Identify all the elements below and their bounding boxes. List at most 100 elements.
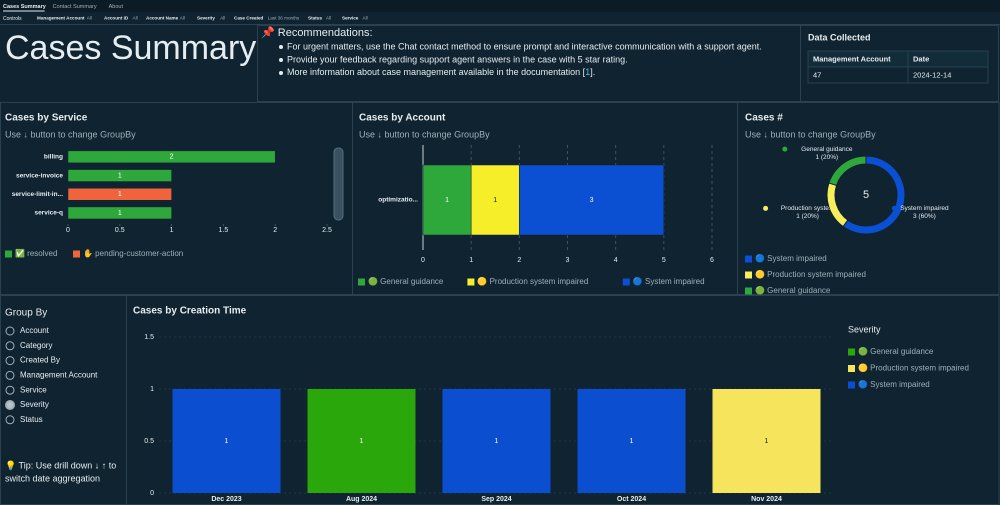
legend-swatch[interactable]	[358, 278, 365, 286]
tab[interactable]: Cases Summary	[3, 4, 47, 10]
x-tick-label: 0	[421, 257, 425, 264]
bar[interactable]	[172, 389, 281, 493]
bar[interactable]	[712, 389, 821, 493]
filter[interactable]: Account ID All	[104, 16, 138, 21]
legend-label[interactable]: 🟡 Production system impaired	[858, 363, 969, 373]
radio-label[interactable]: Severity	[20, 400, 49, 409]
legend-swatch[interactable]	[848, 348, 855, 356]
filter-name[interactable]: Account ID	[104, 16, 129, 21]
bar[interactable]	[307, 389, 416, 493]
cell-text: 47	[813, 70, 821, 79]
x-tick-label: 5	[662, 257, 666, 264]
data-label: 2	[170, 154, 174, 161]
filter-value[interactable]: All	[133, 16, 138, 21]
chart-title: Cases by Account	[359, 113, 446, 124]
legend-swatch[interactable]	[622, 278, 630, 286]
legend-swatch[interactable]	[745, 287, 752, 295]
legend-label[interactable]: 🟡 Production system impaired	[755, 269, 866, 279]
legend-label[interactable]: ✅ resolved	[15, 248, 57, 258]
radio-label[interactable]: Account	[20, 326, 50, 335]
y-tick-label: 1	[150, 386, 154, 393]
radio[interactable]	[5, 400, 15, 410]
tab[interactable]: About	[109, 4, 124, 10]
data-label: 1	[360, 438, 364, 445]
radio[interactable]	[5, 415, 15, 425]
bar	[470, 164, 520, 236]
bar[interactable]	[442, 389, 551, 493]
filter-value[interactable]: All	[363, 16, 368, 21]
y-tick-label: service-q	[34, 210, 63, 217]
radio[interactable]	[5, 341, 15, 351]
x-tick-label: Sep 2024	[481, 496, 511, 503]
radio[interactable]	[5, 326, 15, 336]
y-tick-label: 1.5	[144, 334, 154, 341]
tab[interactable]: Contact Summary	[53, 4, 97, 10]
filter-name[interactable]: Case Created	[234, 16, 264, 21]
legend-label[interactable]: 🟢 General guidance	[755, 285, 831, 295]
filter[interactable]: Severity All	[197, 16, 225, 21]
radio[interactable]	[5, 370, 15, 380]
filter-value[interactable]: Last 36 months	[268, 16, 300, 21]
radio-label[interactable]: Service	[20, 385, 47, 394]
bar[interactable]	[577, 389, 686, 493]
tip: 💡 Tip: Use drill down ↓ ↑ to	[5, 459, 116, 470]
bar	[67, 206, 172, 220]
filter-name[interactable]: Account Name	[146, 16, 179, 21]
slice-label: General guidance	[801, 146, 853, 153]
data-label: 1	[118, 191, 122, 198]
filter-name[interactable]: Service	[342, 16, 359, 21]
legend-label[interactable]: 🟢 General guidance	[858, 346, 934, 356]
y-tick-label: service-invoice	[16, 172, 63, 179]
legend-swatch[interactable]	[745, 255, 752, 263]
filter-name[interactable]: Status	[308, 16, 322, 21]
legend-swatch[interactable]	[73, 250, 80, 258]
radio-label[interactable]: Created By	[20, 356, 60, 365]
x-tick-label: 6	[710, 257, 714, 264]
legend-label[interactable]: 🔵 System impaired	[633, 276, 705, 286]
filter-value[interactable]: All	[180, 16, 185, 21]
legend-label[interactable]: 🟡 Production system impaired	[477, 276, 588, 286]
radio[interactable]	[5, 356, 15, 366]
filter-value[interactable]: All	[220, 16, 225, 21]
legend-label[interactable]: 🔵 System impaired	[755, 253, 827, 263]
x-tick-label: 4	[614, 257, 618, 264]
radio-label[interactable]: Category	[20, 341, 52, 350]
filter[interactable]: Status All	[308, 16, 331, 21]
legend-swatch[interactable]	[5, 250, 12, 258]
y-tick-label: service-limit-in...	[12, 191, 63, 198]
tip: switch date aggregation	[5, 473, 100, 483]
filter-name[interactable]: Management Account	[37, 16, 85, 21]
column-header: Management Account	[813, 54, 891, 63]
radio[interactable]	[5, 385, 15, 395]
x-tick-label: 1	[170, 227, 174, 234]
legend-label[interactable]: 🟢 General guidance	[368, 276, 444, 286]
bar	[67, 169, 172, 182]
filter-value[interactable]: All	[326, 16, 331, 21]
data-label: 3	[590, 197, 594, 204]
x-tick-label: 0	[66, 227, 70, 234]
filter-value[interactable]: All	[87, 16, 92, 21]
legend-label[interactable]: 🔵 System impaired	[858, 379, 930, 389]
legend-label[interactable]: ✋ pending-customer-action	[83, 248, 183, 258]
legend-swatch[interactable]	[848, 365, 855, 372]
x-tick-label: 2	[273, 227, 277, 234]
legend-swatch[interactable]	[467, 278, 475, 286]
data-collected-title: Data Collected	[808, 32, 871, 42]
radio-label[interactable]: Status	[20, 415, 43, 424]
filter[interactable]: Service All	[342, 16, 368, 21]
filter[interactable]: Management Account All	[37, 16, 92, 21]
filter[interactable]: Account Name All	[146, 16, 185, 21]
doc-link[interactable]: 1	[585, 67, 590, 77]
recommendation: Provide your feedback regarding support …	[287, 54, 628, 64]
legend-swatch[interactable]	[745, 271, 752, 279]
recommendations-title: 📌 Recommendations:	[261, 25, 373, 39]
slice-value: 1 (20%)	[815, 154, 838, 161]
filter-name[interactable]: Severity	[197, 16, 215, 21]
radio-label[interactable]: Management Account	[20, 371, 98, 380]
controls-label: Controls	[3, 16, 22, 22]
x-tick-label: 3	[566, 257, 570, 264]
legend-swatch[interactable]	[848, 381, 855, 389]
bar	[519, 164, 665, 236]
filter[interactable]: Case Created Last 36 months	[234, 16, 300, 21]
